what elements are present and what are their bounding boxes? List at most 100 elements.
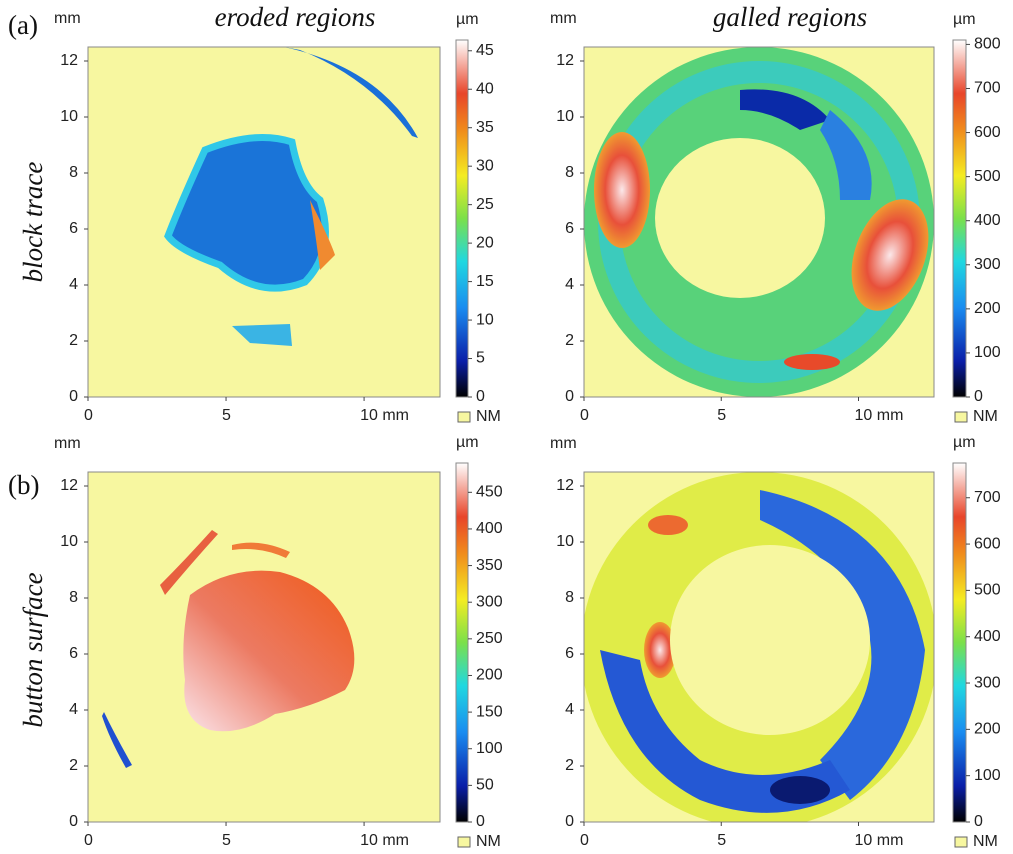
colorbar-tick-label: 500 (974, 582, 1001, 599)
colorbar-tick-label: 600 (974, 124, 1001, 141)
x-tick-label: 10 mm (360, 407, 409, 424)
y-tick-label: 8 (69, 589, 78, 606)
nodata-swatch (457, 836, 471, 848)
colorbar-unit: µm (953, 434, 976, 451)
colorbar (952, 462, 967, 823)
y-tick-label: 4 (565, 701, 574, 718)
colorbar-tick-label: 0 (974, 388, 983, 405)
colorbar-tick-label: 400 (476, 520, 503, 537)
column-title: eroded regions (215, 2, 376, 32)
colorbar-tick-label: 800 (974, 36, 1001, 53)
x-tick-label: 0 (580, 407, 589, 424)
nodata-label: NM (476, 408, 501, 425)
colorbar-tick-label: 35 (476, 119, 494, 136)
colorbar-tick-label: 20 (476, 234, 494, 251)
panel-label: (b) (8, 470, 39, 500)
map-galled-button (584, 472, 934, 822)
x-tick-label: 5 (222, 407, 231, 424)
x-tick-label: 0 (84, 407, 93, 424)
colorbar-tick-label: 15 (476, 273, 494, 290)
y-tick-label: 10 (60, 108, 78, 125)
row-title: button surface (18, 572, 48, 727)
x-tick-label: 5 (717, 407, 726, 424)
colorbar-tick-label: 700 (974, 80, 1001, 97)
y-tick-label: 0 (565, 388, 574, 405)
colorbar-tick-label: 200 (476, 667, 503, 684)
colorbar-tick-label: 200 (974, 300, 1001, 317)
y-tick-label: 2 (69, 332, 78, 349)
plot-frame (583, 46, 935, 398)
colorbar-tick-label: 100 (476, 740, 503, 757)
x-tick-label: 5 (717, 832, 726, 849)
y-unit: mm (54, 10, 81, 27)
colorbar-tick-label: 450 (476, 484, 503, 501)
colorbar-tick-label: 100 (974, 344, 1001, 361)
plot-frame (87, 46, 441, 398)
plot-frame (87, 471, 441, 823)
colorbar-tick-label: 250 (476, 630, 503, 647)
y-tick-label: 12 (60, 477, 78, 494)
y-tick-label: 8 (565, 589, 574, 606)
y-unit: mm (550, 435, 577, 452)
colorbar-tick-label: 300 (476, 593, 503, 610)
x-tick-label: 10 mm (855, 832, 904, 849)
row-title: block trace (18, 162, 48, 283)
colorbar-unit: µm (953, 11, 976, 28)
nodata-label: NM (476, 833, 501, 850)
colorbar-unit: µm (456, 11, 479, 28)
map-galled-block (584, 47, 934, 397)
y-tick-label: 4 (69, 276, 78, 293)
map-eroded-block (88, 47, 440, 397)
colorbar-tick-label: 300 (974, 256, 1001, 273)
colorbar (455, 462, 469, 823)
colorbar-tick-label: 25 (476, 196, 494, 213)
y-tick-label: 8 (565, 164, 574, 181)
colorbar-tick-label: 5 (476, 350, 485, 367)
y-tick-label: 2 (69, 757, 78, 774)
colorbar-tick-label: 30 (476, 157, 494, 174)
plot-frame (583, 471, 935, 823)
y-tick-label: 12 (60, 52, 78, 69)
panel-label: (a) (8, 10, 38, 40)
colorbar-tick-label: 200 (974, 721, 1001, 738)
y-tick-label: 4 (69, 701, 78, 718)
y-tick-label: 2 (565, 332, 574, 349)
colorbar-tick-label: 10 (476, 311, 494, 328)
colorbar-tick-label: 400 (974, 212, 1001, 229)
y-tick-label: 6 (565, 645, 574, 662)
x-tick-label: 0 (580, 832, 589, 849)
column-title: galled regions (713, 2, 867, 32)
colorbar-tick-label: 100 (974, 767, 1001, 784)
y-tick-label: 2 (565, 757, 574, 774)
colorbar-unit: µm (456, 434, 479, 451)
nodata-label: NM (973, 408, 998, 425)
x-tick-label: 10 mm (855, 407, 904, 424)
colorbar-tick-label: 400 (974, 628, 1001, 645)
y-tick-label: 10 (556, 533, 574, 550)
y-unit: mm (54, 435, 81, 452)
y-tick-label: 8 (69, 164, 78, 181)
nodata-label: NM (973, 833, 998, 850)
colorbar-tick-label: 700 (974, 489, 1001, 506)
colorbar (455, 39, 469, 398)
colorbar-tick-label: 0 (476, 388, 485, 405)
y-tick-label: 10 (60, 533, 78, 550)
y-tick-label: 6 (69, 220, 78, 237)
colorbar-tick-label: 45 (476, 42, 494, 59)
colorbar-tick-label: 40 (476, 80, 494, 97)
nodata-swatch (954, 411, 968, 423)
colorbar (952, 39, 967, 398)
y-tick-label: 4 (565, 276, 574, 293)
nodata-swatch (954, 836, 968, 848)
x-tick-label: 0 (84, 832, 93, 849)
colorbar-tick-label: 500 (974, 168, 1001, 185)
y-tick-label: 0 (69, 813, 78, 830)
y-tick-label: 12 (556, 477, 574, 494)
colorbar-tick-label: 0 (974, 813, 983, 830)
y-tick-label: 12 (556, 52, 574, 69)
y-tick-label: 6 (69, 645, 78, 662)
y-tick-label: 0 (565, 813, 574, 830)
colorbar-tick-label: 0 (476, 813, 485, 830)
colorbar-tick-label: 150 (476, 703, 503, 720)
nodata-swatch (457, 411, 471, 423)
